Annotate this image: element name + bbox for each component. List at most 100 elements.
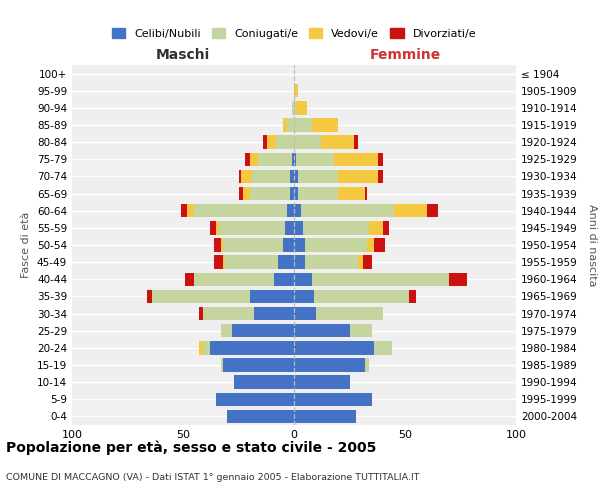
Bar: [292, 152, 294, 166]
Bar: [199, 341, 203, 354]
Bar: [294, 84, 298, 98]
Bar: [278, 256, 294, 269]
Bar: [276, 136, 294, 149]
Text: Femmine: Femmine: [370, 48, 440, 62]
Bar: [383, 221, 389, 234]
Bar: [294, 170, 298, 183]
Bar: [294, 238, 305, 252]
Bar: [194, 204, 287, 218]
Text: Popolazione per età, sesso e stato civile - 2005: Popolazione per età, sesso e stato civil…: [6, 440, 376, 455]
Bar: [223, 238, 283, 252]
Bar: [218, 221, 285, 234]
Bar: [239, 170, 241, 183]
Bar: [294, 204, 301, 218]
Bar: [294, 307, 316, 320]
Bar: [427, 204, 439, 218]
Bar: [298, 170, 338, 183]
Bar: [283, 118, 287, 132]
Bar: [334, 152, 379, 166]
Bar: [394, 204, 427, 218]
Bar: [274, 272, 294, 286]
Text: Maschi: Maschi: [156, 48, 210, 62]
Bar: [294, 290, 314, 303]
Bar: [221, 238, 223, 252]
Bar: [227, 410, 294, 423]
Bar: [239, 187, 243, 200]
Text: COMUNE DI MACCAGNO (VA) - Dati ISTAT 1° gennaio 2005 - Elaborazione TUTTITALIA.I: COMUNE DI MACCAGNO (VA) - Dati ISTAT 1° …: [6, 474, 419, 482]
Bar: [298, 187, 338, 200]
Bar: [294, 392, 372, 406]
Bar: [217, 392, 294, 406]
Bar: [250, 187, 290, 200]
Bar: [199, 307, 203, 320]
Bar: [209, 341, 294, 354]
Bar: [252, 170, 290, 183]
Bar: [449, 272, 467, 286]
Bar: [221, 324, 232, 338]
Bar: [349, 324, 372, 338]
Bar: [292, 101, 294, 114]
Bar: [294, 136, 320, 149]
Bar: [187, 204, 194, 218]
Bar: [314, 290, 409, 303]
Bar: [223, 256, 225, 269]
Bar: [268, 136, 276, 149]
Bar: [320, 136, 354, 149]
Bar: [259, 152, 292, 166]
Bar: [148, 290, 152, 303]
Bar: [305, 256, 358, 269]
Bar: [245, 152, 250, 166]
Bar: [152, 290, 250, 303]
Bar: [232, 324, 294, 338]
Bar: [379, 152, 383, 166]
Bar: [294, 410, 356, 423]
Bar: [303, 221, 370, 234]
Bar: [365, 187, 367, 200]
Bar: [214, 256, 223, 269]
Bar: [283, 238, 294, 252]
Bar: [181, 204, 187, 218]
Bar: [312, 118, 338, 132]
Bar: [290, 170, 294, 183]
Bar: [203, 341, 209, 354]
Bar: [294, 187, 298, 200]
Bar: [379, 170, 383, 183]
Bar: [294, 272, 312, 286]
Bar: [285, 221, 294, 234]
Bar: [294, 118, 312, 132]
Bar: [294, 221, 303, 234]
Bar: [241, 170, 252, 183]
Bar: [305, 238, 367, 252]
Bar: [294, 376, 349, 389]
Bar: [225, 256, 278, 269]
Bar: [243, 187, 250, 200]
Bar: [316, 307, 383, 320]
Legend: Celibi/Nubili, Coniugati/e, Vedovi/e, Divorziati/e: Celibi/Nubili, Coniugati/e, Vedovi/e, Di…: [107, 24, 481, 44]
Y-axis label: Fasce di età: Fasce di età: [22, 212, 31, 278]
Bar: [294, 101, 296, 114]
Bar: [223, 358, 294, 372]
Bar: [287, 204, 294, 218]
Bar: [203, 307, 254, 320]
Y-axis label: Anni di nascita: Anni di nascita: [587, 204, 597, 286]
Bar: [367, 238, 374, 252]
Bar: [254, 307, 294, 320]
Bar: [374, 341, 392, 354]
Bar: [250, 152, 259, 166]
Bar: [354, 136, 358, 149]
Bar: [370, 221, 383, 234]
Bar: [209, 221, 217, 234]
Bar: [374, 238, 385, 252]
Bar: [365, 358, 370, 372]
Bar: [294, 358, 365, 372]
Bar: [294, 152, 296, 166]
Bar: [234, 376, 294, 389]
Bar: [312, 272, 449, 286]
Bar: [263, 136, 268, 149]
Bar: [287, 118, 294, 132]
Bar: [409, 290, 416, 303]
Bar: [363, 256, 372, 269]
Bar: [221, 358, 223, 372]
Bar: [216, 221, 218, 234]
Bar: [214, 238, 221, 252]
